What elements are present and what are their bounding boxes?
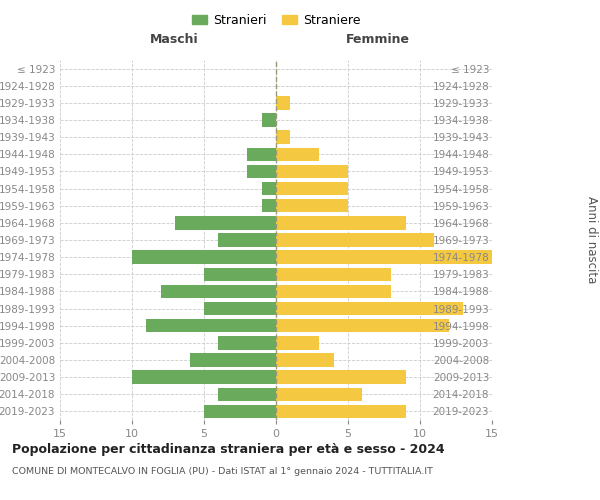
Text: Anni di nascita: Anni di nascita: [584, 196, 598, 284]
Bar: [132, 250, 276, 264]
Bar: [218, 336, 276, 349]
Text: Popolazione per cittadinanza straniera per età e sesso - 2024: Popolazione per cittadinanza straniera p…: [12, 442, 445, 456]
Bar: [262, 182, 276, 196]
Bar: [276, 182, 348, 196]
Bar: [276, 234, 434, 246]
Bar: [276, 302, 463, 316]
Bar: [161, 284, 276, 298]
Bar: [276, 319, 449, 332]
Legend: Stranieri, Straniere: Stranieri, Straniere: [187, 8, 365, 32]
Bar: [276, 250, 492, 264]
Bar: [262, 114, 276, 126]
Bar: [276, 284, 391, 298]
Bar: [276, 404, 406, 418]
Bar: [276, 164, 348, 178]
Bar: [204, 302, 276, 316]
Bar: [204, 268, 276, 281]
Bar: [218, 388, 276, 401]
Bar: [132, 370, 276, 384]
Text: Maschi: Maschi: [150, 34, 199, 46]
Bar: [262, 199, 276, 212]
Bar: [247, 148, 276, 161]
Bar: [276, 96, 290, 110]
Bar: [276, 130, 290, 144]
Bar: [175, 216, 276, 230]
Bar: [276, 216, 406, 230]
Bar: [190, 354, 276, 366]
Bar: [204, 404, 276, 418]
Text: COMUNE DI MONTECALVO IN FOGLIA (PU) - Dati ISTAT al 1° gennaio 2024 - TUTTITALIA: COMUNE DI MONTECALVO IN FOGLIA (PU) - Da…: [12, 468, 433, 476]
Bar: [218, 234, 276, 246]
Bar: [247, 164, 276, 178]
Bar: [276, 199, 348, 212]
Bar: [146, 319, 276, 332]
Bar: [276, 354, 334, 366]
Bar: [276, 388, 362, 401]
Bar: [276, 268, 391, 281]
Bar: [276, 370, 406, 384]
Bar: [276, 336, 319, 349]
Bar: [276, 148, 319, 161]
Text: Femmine: Femmine: [346, 34, 410, 46]
